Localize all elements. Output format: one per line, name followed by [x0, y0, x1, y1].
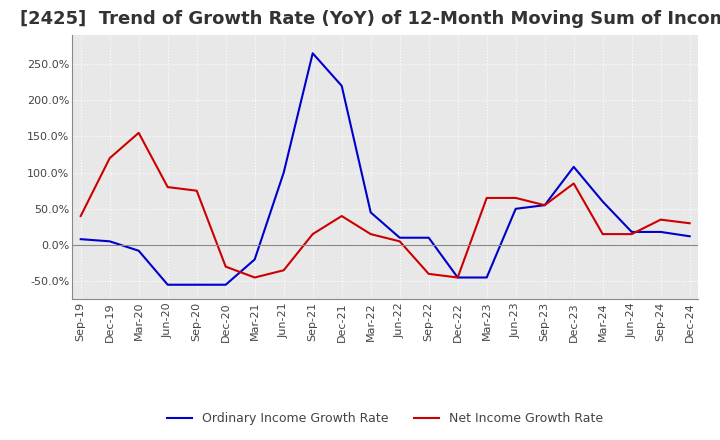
Net Income Growth Rate [395, 238, 404, 244]
Ordinary Income Growth Rate [424, 235, 433, 240]
Ordinary Income Growth Rate [482, 275, 491, 280]
Ordinary Income Growth Rate [192, 282, 201, 287]
Net Income Growth Rate [541, 202, 549, 208]
Ordinary Income Growth Rate [570, 164, 578, 169]
Line: Net Income Growth Rate: Net Income Growth Rate [81, 133, 690, 278]
Net Income Growth Rate [511, 195, 520, 201]
Net Income Growth Rate [105, 155, 114, 161]
Ordinary Income Growth Rate [135, 248, 143, 253]
Net Income Growth Rate [251, 275, 259, 280]
Ordinary Income Growth Rate [454, 275, 462, 280]
Ordinary Income Growth Rate [598, 199, 607, 204]
Net Income Growth Rate [454, 275, 462, 280]
Ordinary Income Growth Rate [308, 51, 317, 56]
Net Income Growth Rate [657, 217, 665, 222]
Ordinary Income Growth Rate [511, 206, 520, 212]
Net Income Growth Rate [685, 220, 694, 226]
Net Income Growth Rate [482, 195, 491, 201]
Ordinary Income Growth Rate [163, 282, 172, 287]
Ordinary Income Growth Rate [627, 229, 636, 235]
Ordinary Income Growth Rate [685, 234, 694, 239]
Line: Ordinary Income Growth Rate: Ordinary Income Growth Rate [81, 53, 690, 285]
Net Income Growth Rate [192, 188, 201, 193]
Net Income Growth Rate [366, 231, 375, 237]
Net Income Growth Rate [279, 268, 288, 273]
Ordinary Income Growth Rate [657, 229, 665, 235]
Net Income Growth Rate [424, 271, 433, 276]
Ordinary Income Growth Rate [105, 238, 114, 244]
Ordinary Income Growth Rate [395, 235, 404, 240]
Net Income Growth Rate [338, 213, 346, 219]
Ordinary Income Growth Rate [366, 210, 375, 215]
Ordinary Income Growth Rate [338, 83, 346, 88]
Ordinary Income Growth Rate [541, 202, 549, 208]
Net Income Growth Rate [308, 231, 317, 237]
Net Income Growth Rate [163, 184, 172, 190]
Ordinary Income Growth Rate [251, 257, 259, 262]
Net Income Growth Rate [221, 264, 230, 269]
Ordinary Income Growth Rate [76, 237, 85, 242]
Ordinary Income Growth Rate [279, 170, 288, 175]
Net Income Growth Rate [570, 181, 578, 186]
Ordinary Income Growth Rate [221, 282, 230, 287]
Net Income Growth Rate [598, 231, 607, 237]
Title: [2425]  Trend of Growth Rate (YoY) of 12-Month Moving Sum of Incomes: [2425] Trend of Growth Rate (YoY) of 12-… [19, 10, 720, 28]
Net Income Growth Rate [627, 231, 636, 237]
Net Income Growth Rate [135, 130, 143, 136]
Net Income Growth Rate [76, 213, 85, 219]
Legend: Ordinary Income Growth Rate, Net Income Growth Rate: Ordinary Income Growth Rate, Net Income … [163, 407, 608, 430]
